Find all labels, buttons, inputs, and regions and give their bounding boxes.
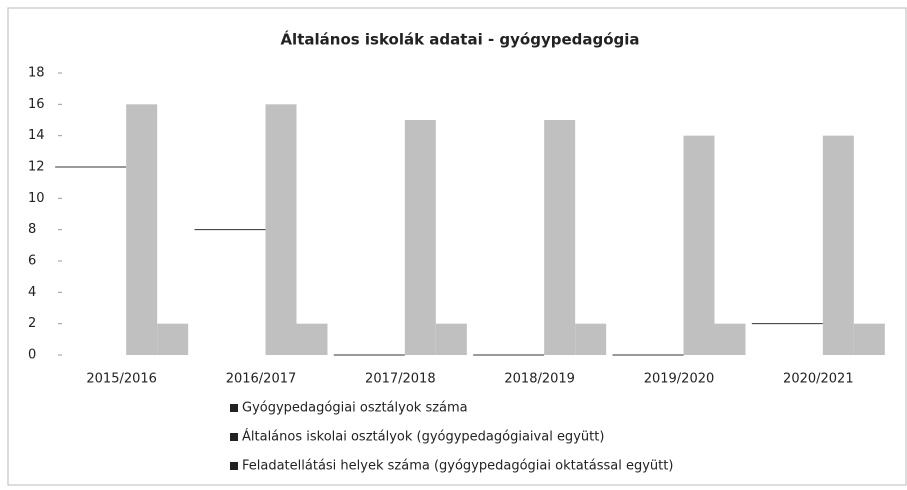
bar <box>234 229 266 355</box>
bar <box>296 323 328 355</box>
legend-marker <box>230 404 238 412</box>
chart-title: Általános iskolák adatai - gyógypedagógi… <box>280 30 639 49</box>
y-tick-label: 4 <box>28 285 36 300</box>
y-tick-label: 14 <box>28 128 45 143</box>
bar <box>853 323 885 355</box>
bar <box>544 120 576 355</box>
x-tick-label: 2016/2017 <box>226 372 297 387</box>
y-tick-label: 12 <box>28 160 45 175</box>
y-tick-label: 2 <box>28 316 36 331</box>
chart-frame <box>7 7 907 486</box>
legend-marker <box>230 462 238 470</box>
bar <box>95 167 127 355</box>
bar <box>157 323 189 355</box>
y-tick-label: 8 <box>28 222 36 237</box>
bar <box>265 104 297 355</box>
y-tick-label: 6 <box>28 254 36 269</box>
bar <box>791 323 823 355</box>
legend-label: Általános iskolai osztályok (gyógypedagó… <box>242 429 604 445</box>
bar <box>435 323 467 355</box>
x-tick-label: 2015/2016 <box>86 372 157 387</box>
y-tick-label: 18 <box>28 66 45 81</box>
legend-label: Feladatellátási helyek száma (gyógypedag… <box>242 459 673 474</box>
y-tick-label: 10 <box>28 191 45 206</box>
legend-label: Gyógypedagógiai osztályok száma <box>242 401 468 416</box>
x-tick-label: 2020/2021 <box>783 372 854 387</box>
x-tick-label: 2019/2020 <box>644 372 715 387</box>
bar <box>714 323 746 355</box>
bar <box>822 135 854 355</box>
legend-marker <box>230 433 238 441</box>
bar <box>575 323 607 355</box>
y-tick-label: 16 <box>28 97 45 112</box>
x-tick-label: 2018/2019 <box>504 372 575 387</box>
bar <box>404 120 436 355</box>
bar <box>126 104 158 355</box>
bar <box>683 135 715 355</box>
y-tick-label: 0 <box>28 348 36 363</box>
x-tick-label: 2017/2018 <box>365 372 436 387</box>
